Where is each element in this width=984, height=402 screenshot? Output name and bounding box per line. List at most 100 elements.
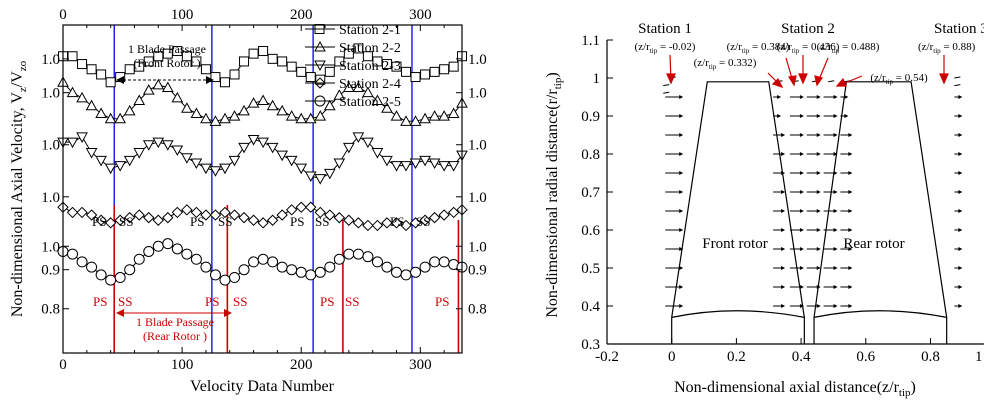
- legend-entry-5: Station 2-5: [305, 95, 401, 110]
- red-arrow-icon: [835, 77, 847, 87]
- data-point: [96, 69, 107, 80]
- vector-head-icon: [816, 190, 821, 194]
- vector-head-icon: [781, 171, 786, 175]
- data-point: [295, 163, 308, 175]
- vector-head-icon: [799, 152, 804, 156]
- tip-vector: [663, 84, 670, 87]
- data-point: [323, 168, 336, 180]
- vector-head-icon: [781, 304, 786, 308]
- data-point: [143, 56, 154, 67]
- legend-marker-triangle-down-icon: [314, 60, 326, 72]
- data-point: [362, 51, 373, 62]
- vector-head-icon: [679, 304, 684, 308]
- vector-head-icon: [781, 247, 786, 251]
- data-point: [219, 77, 230, 88]
- data-point: [390, 266, 402, 278]
- left-y-ticks: 1.0 1.0 1.0 1.0 1.0 1.0 1.0 1.0 1.0 1.0 0.9 0.9 0.8 0…: [41, 52, 487, 318]
- rear-rotor-label: Rear rotor: [843, 236, 904, 252]
- right-x-tick-label: 0.8: [921, 349, 940, 365]
- data-point: [447, 107, 460, 119]
- x-tick-label-bottom: 200: [290, 357, 313, 373]
- data-point: [238, 211, 250, 224]
- data-point: [267, 53, 278, 64]
- data-point: [200, 163, 212, 175]
- station-2-position: (z/rtip = 0.436): [777, 41, 840, 55]
- tip-vector: [663, 91, 670, 94]
- data-point: [295, 112, 308, 124]
- data-point: [181, 153, 193, 164]
- data-point: [239, 56, 250, 67]
- svg-text:Non-dimensional radial distanc: Non-dimensional radial distance(r/rtip): [544, 72, 564, 317]
- vector-head-icon: [848, 266, 853, 270]
- vector-head-icon: [799, 171, 804, 175]
- data-point: [362, 219, 374, 232]
- data-point: [95, 107, 107, 119]
- data-point: [352, 81, 365, 92]
- data-point: [401, 66, 412, 77]
- vector-head-icon: [679, 171, 684, 175]
- data-point: [161, 140, 174, 151]
- data-point: [267, 256, 279, 268]
- vector-head-icon: [679, 114, 684, 118]
- data-point: [95, 214, 107, 226]
- vector-head-icon: [816, 95, 821, 99]
- x-tick-label-bottom: 100: [171, 357, 194, 373]
- vector-head-icon: [833, 304, 838, 308]
- arrowhead-left-icon: [116, 76, 124, 84]
- tip-vector: [828, 80, 835, 83]
- vector-head-icon: [816, 266, 821, 270]
- data-point: [114, 272, 126, 284]
- y-tick-label-right: 1.0: [468, 52, 487, 68]
- blade-front-line1: 1 Blade Passage: [128, 42, 206, 56]
- data-point: [181, 204, 193, 216]
- data-point: [343, 81, 355, 92]
- data-point: [285, 204, 298, 216]
- data-point: [266, 142, 279, 154]
- vector-head-icon: [833, 190, 838, 194]
- data-point: [248, 256, 260, 268]
- y-tick-label-left: 1.0: [41, 239, 60, 255]
- vector-head-icon: [816, 285, 821, 289]
- vector-head-icon: [799, 209, 804, 213]
- red-arrow-icon: [939, 73, 949, 85]
- data-point: [219, 274, 231, 286]
- data-point: [277, 56, 288, 67]
- right-x-tick-label: 0.4: [792, 349, 811, 365]
- y-tick-label-right: 1.0: [468, 86, 487, 102]
- data-point: [438, 209, 450, 221]
- y-tick-label-right: 0.9: [468, 263, 487, 279]
- right-y-tick-label: 0.5: [581, 261, 600, 277]
- data-point: [315, 74, 326, 85]
- x-tick-label-bottom: 300: [409, 357, 432, 373]
- data-point: [372, 56, 383, 67]
- vector-head-icon: [799, 285, 804, 289]
- red-arrow-icon: [666, 73, 676, 85]
- right-y-axis-label: Non-dimensional radial distance(r/rtip): [544, 72, 564, 317]
- y-tick-label-left: 0.8: [41, 302, 60, 318]
- data-point: [209, 209, 222, 221]
- vector-head-icon: [816, 114, 821, 118]
- vector-head-icon: [833, 266, 838, 270]
- legend-entry-2: Station 2-2: [305, 40, 401, 56]
- substation-054-label: (z/rtip = 0.54): [870, 72, 928, 86]
- data-point: [409, 115, 422, 126]
- data-point: [95, 269, 107, 281]
- data-point: [133, 148, 146, 159]
- legend-entry-4: Station 2-4: [305, 77, 401, 92]
- data-point: [209, 166, 222, 177]
- data-point: [133, 94, 146, 105]
- data-point: [123, 155, 136, 167]
- vector-head-icon: [816, 228, 821, 232]
- data-point: [419, 155, 431, 167]
- data-point: [190, 107, 203, 119]
- legend-entry-1: Station 2-1: [305, 23, 401, 38]
- data-point: [276, 261, 288, 273]
- red-arrow-icon: [798, 73, 808, 85]
- left-legend: Station 2-1 Station 2-2 Station 2-3 Stat…: [305, 23, 401, 110]
- right-x-axis-label: Non-dimensional axial distance(z/rtip): [674, 379, 916, 399]
- right-y-tick-label: 0.3: [581, 337, 600, 353]
- data-point: [296, 66, 307, 77]
- data-point: [371, 219, 384, 232]
- data-point: [66, 86, 79, 98]
- data-point: [247, 135, 260, 146]
